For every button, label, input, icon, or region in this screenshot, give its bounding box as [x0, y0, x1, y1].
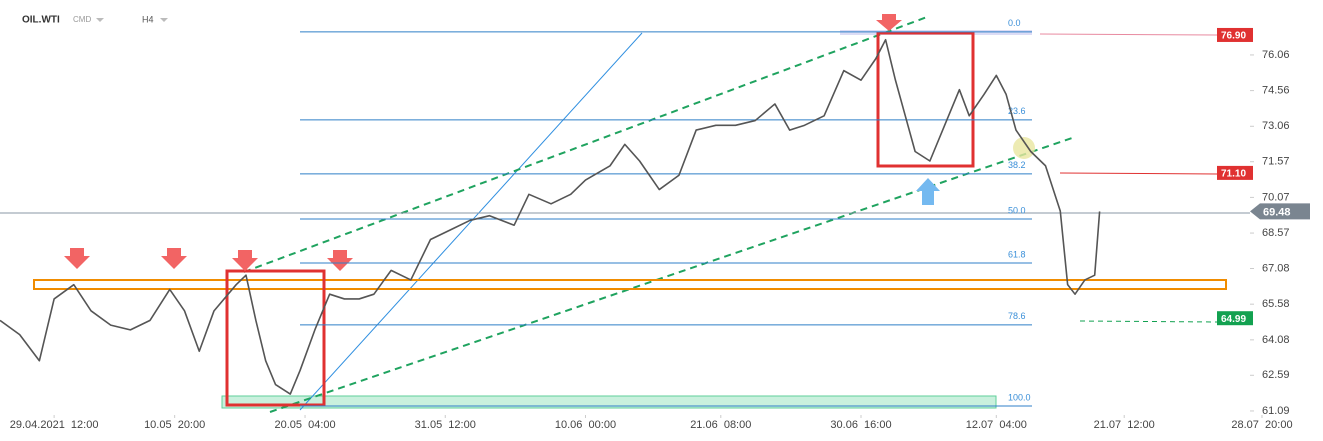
- x-tick-label: 21.06 08:00: [690, 419, 751, 431]
- price-tag-label: 76.90: [1221, 31, 1246, 42]
- price-line: [0, 38, 1101, 395]
- channel-bottom: [269, 136, 1076, 413]
- y-tick-label: 64.08: [1262, 334, 1290, 346]
- pattern-box: [225, 269, 326, 407]
- dropdown[interactable]: [96, 18, 104, 22]
- price-tag-label: 64.99: [1221, 314, 1246, 325]
- dropdown[interactable]: [160, 18, 168, 22]
- highlight: [1013, 137, 1035, 159]
- x-tick-label: 10.06 00:00: [555, 419, 616, 431]
- price-tag: [1217, 165, 1253, 180]
- market: CMD: [73, 15, 91, 24]
- y-tick-label: 70.07: [1262, 191, 1290, 203]
- fib-label: 23.6: [1008, 106, 1026, 116]
- resistance-zone: [33, 279, 1227, 290]
- resistance-line: [1059, 172, 1218, 175]
- support-zone: [221, 395, 997, 409]
- price-tag: [1217, 27, 1253, 42]
- fib-label: 38.2: [1008, 160, 1026, 170]
- x-tick-label: 30.06 16:00: [830, 419, 891, 431]
- arrow-down: [161, 248, 187, 269]
- arrow-down: [232, 250, 258, 271]
- x-tick-label: 10.05 20:00: [144, 419, 205, 431]
- fib-label: 50.0: [1008, 205, 1026, 215]
- y-tick-label: 76.06: [1262, 49, 1290, 61]
- price-tag: [1217, 311, 1253, 326]
- x-tick-label: 20.05 04:00: [274, 419, 335, 431]
- y-tick-label: 73.06: [1262, 120, 1290, 132]
- x-tick-label: 21.07 12:00: [1094, 419, 1155, 431]
- x-tick-label: 31.05 12:00: [415, 419, 476, 431]
- drawings: [0, 14, 1250, 413]
- y-tick-label: 67.08: [1262, 262, 1290, 274]
- price-tag-label: 69.48: [1263, 206, 1291, 218]
- channel-top: [243, 16, 928, 273]
- arrow-up: [916, 178, 940, 205]
- fib-label: 78.6: [1008, 311, 1026, 321]
- fib-label: 100.0: [1008, 392, 1031, 402]
- x-tick-label: 29.04.2021 12:00: [10, 419, 99, 431]
- x-tick-label: 28.07 20:00: [1231, 419, 1292, 431]
- interval[interactable]: H4: [142, 14, 154, 24]
- y-tick-label: 68.57: [1262, 227, 1290, 239]
- down-arrows: [64, 14, 902, 271]
- target-line: [1079, 320, 1218, 323]
- y-tick-label: 62.59: [1262, 369, 1290, 381]
- symbol: OIL.WTI: [22, 15, 60, 26]
- y-tick-label: 74.56: [1262, 85, 1290, 97]
- y-tick-label: 65.58: [1262, 298, 1290, 310]
- price-tag-label: 71.10: [1221, 169, 1246, 180]
- fib-label: 61.8: [1008, 249, 1026, 259]
- fib-label: 0.0: [1008, 18, 1021, 28]
- arrow-down: [876, 14, 902, 31]
- arrow-down: [64, 248, 90, 269]
- y-tick-label: 71.57: [1262, 156, 1290, 168]
- x-tick-label: 12.07 04:00: [966, 419, 1027, 431]
- pattern-box: [876, 31, 975, 168]
- y-tick-label: 61.09: [1262, 405, 1290, 417]
- price-tag: [1250, 203, 1310, 220]
- trend-line: [299, 32, 643, 411]
- arrow-down: [327, 250, 353, 271]
- resistance-line: [1039, 33, 1218, 36]
